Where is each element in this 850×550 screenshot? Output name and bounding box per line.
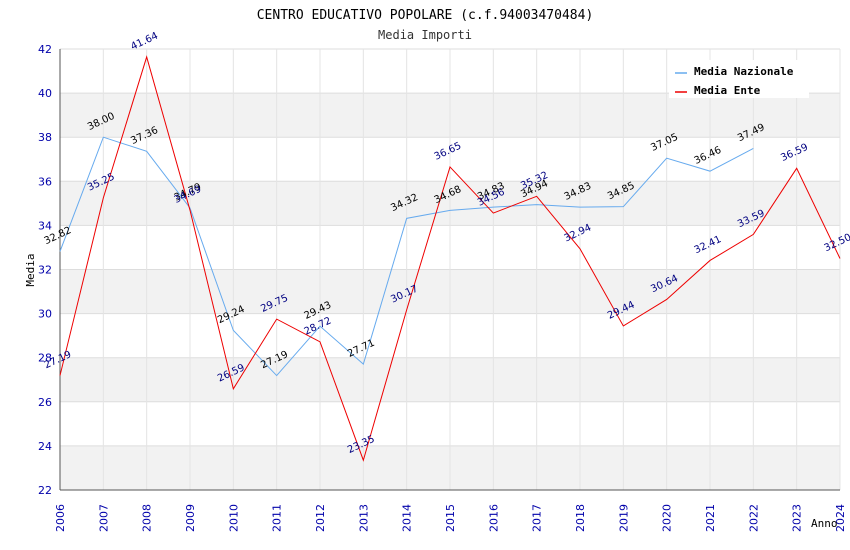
- y-tick-label: 38: [38, 131, 52, 144]
- y-tick-labels: 22 24 26 28 30 32 34 36 38 40 42: [38, 43, 52, 497]
- x-tick-label: 2017: [531, 504, 544, 532]
- y-tick-label: 28: [38, 352, 52, 365]
- x-tick-labels: 2006 2007 2008 2009 2010 2011 2012 2013 2014 2015…: [54, 504, 847, 532]
- x-tick-label: 2006: [54, 504, 67, 532]
- y-tick-label: 36: [38, 175, 52, 188]
- y-axis-title: Media: [24, 253, 37, 286]
- y-tick-label: 42: [38, 43, 52, 56]
- x-tick-label: 2023: [791, 504, 804, 532]
- series-line-media-nazionale: [59, 136, 754, 377]
- x-tick-label: 2019: [617, 504, 630, 532]
- chart-subtitle: Media Importi: [378, 28, 472, 42]
- series-lines: [59, 55, 841, 462]
- x-tick-label: 2009: [184, 504, 197, 532]
- y-tick-label: 26: [38, 396, 52, 409]
- x-tick-label: 2016: [487, 504, 500, 532]
- legend-box: [669, 60, 809, 98]
- y-tick-label: 22: [38, 484, 52, 497]
- chart-title: CENTRO EDUCATIVO POPOLARE (c.f.940034704…: [257, 8, 594, 23]
- x-tick-label: 2020: [661, 504, 674, 532]
- x-axis-title: Anno: [811, 517, 838, 530]
- x-tick-label: 2022: [747, 504, 760, 532]
- legend-label-media-ente: Media Ente: [694, 84, 761, 97]
- x-tick-label: 2011: [271, 504, 284, 532]
- x-tick-label: 2008: [141, 504, 154, 532]
- y-tick-label: 34: [38, 219, 52, 232]
- x-tick-label: 2012: [314, 504, 327, 532]
- legend-label-media-nazionale: Media Nazionale: [694, 65, 794, 78]
- x-tick-label: 2021: [704, 504, 717, 532]
- x-tick-label: 2024: [834, 504, 847, 532]
- y-tick-label: 24: [38, 440, 52, 453]
- x-tick-label: 2018: [574, 504, 587, 532]
- x-tick-label: 2013: [357, 504, 370, 532]
- y-tick-label: 30: [38, 308, 52, 321]
- legend: Media Nazionale Media Ente: [669, 60, 809, 98]
- y-tick-label: 32: [38, 264, 52, 277]
- x-tick-label: 2015: [444, 504, 457, 532]
- x-tick-label: 2007: [97, 504, 110, 532]
- y-tick-label: 40: [38, 87, 52, 100]
- x-tick-label: 2010: [227, 504, 240, 532]
- series-line-media-ente: [59, 55, 841, 462]
- x-tick-label: 2014: [401, 504, 414, 532]
